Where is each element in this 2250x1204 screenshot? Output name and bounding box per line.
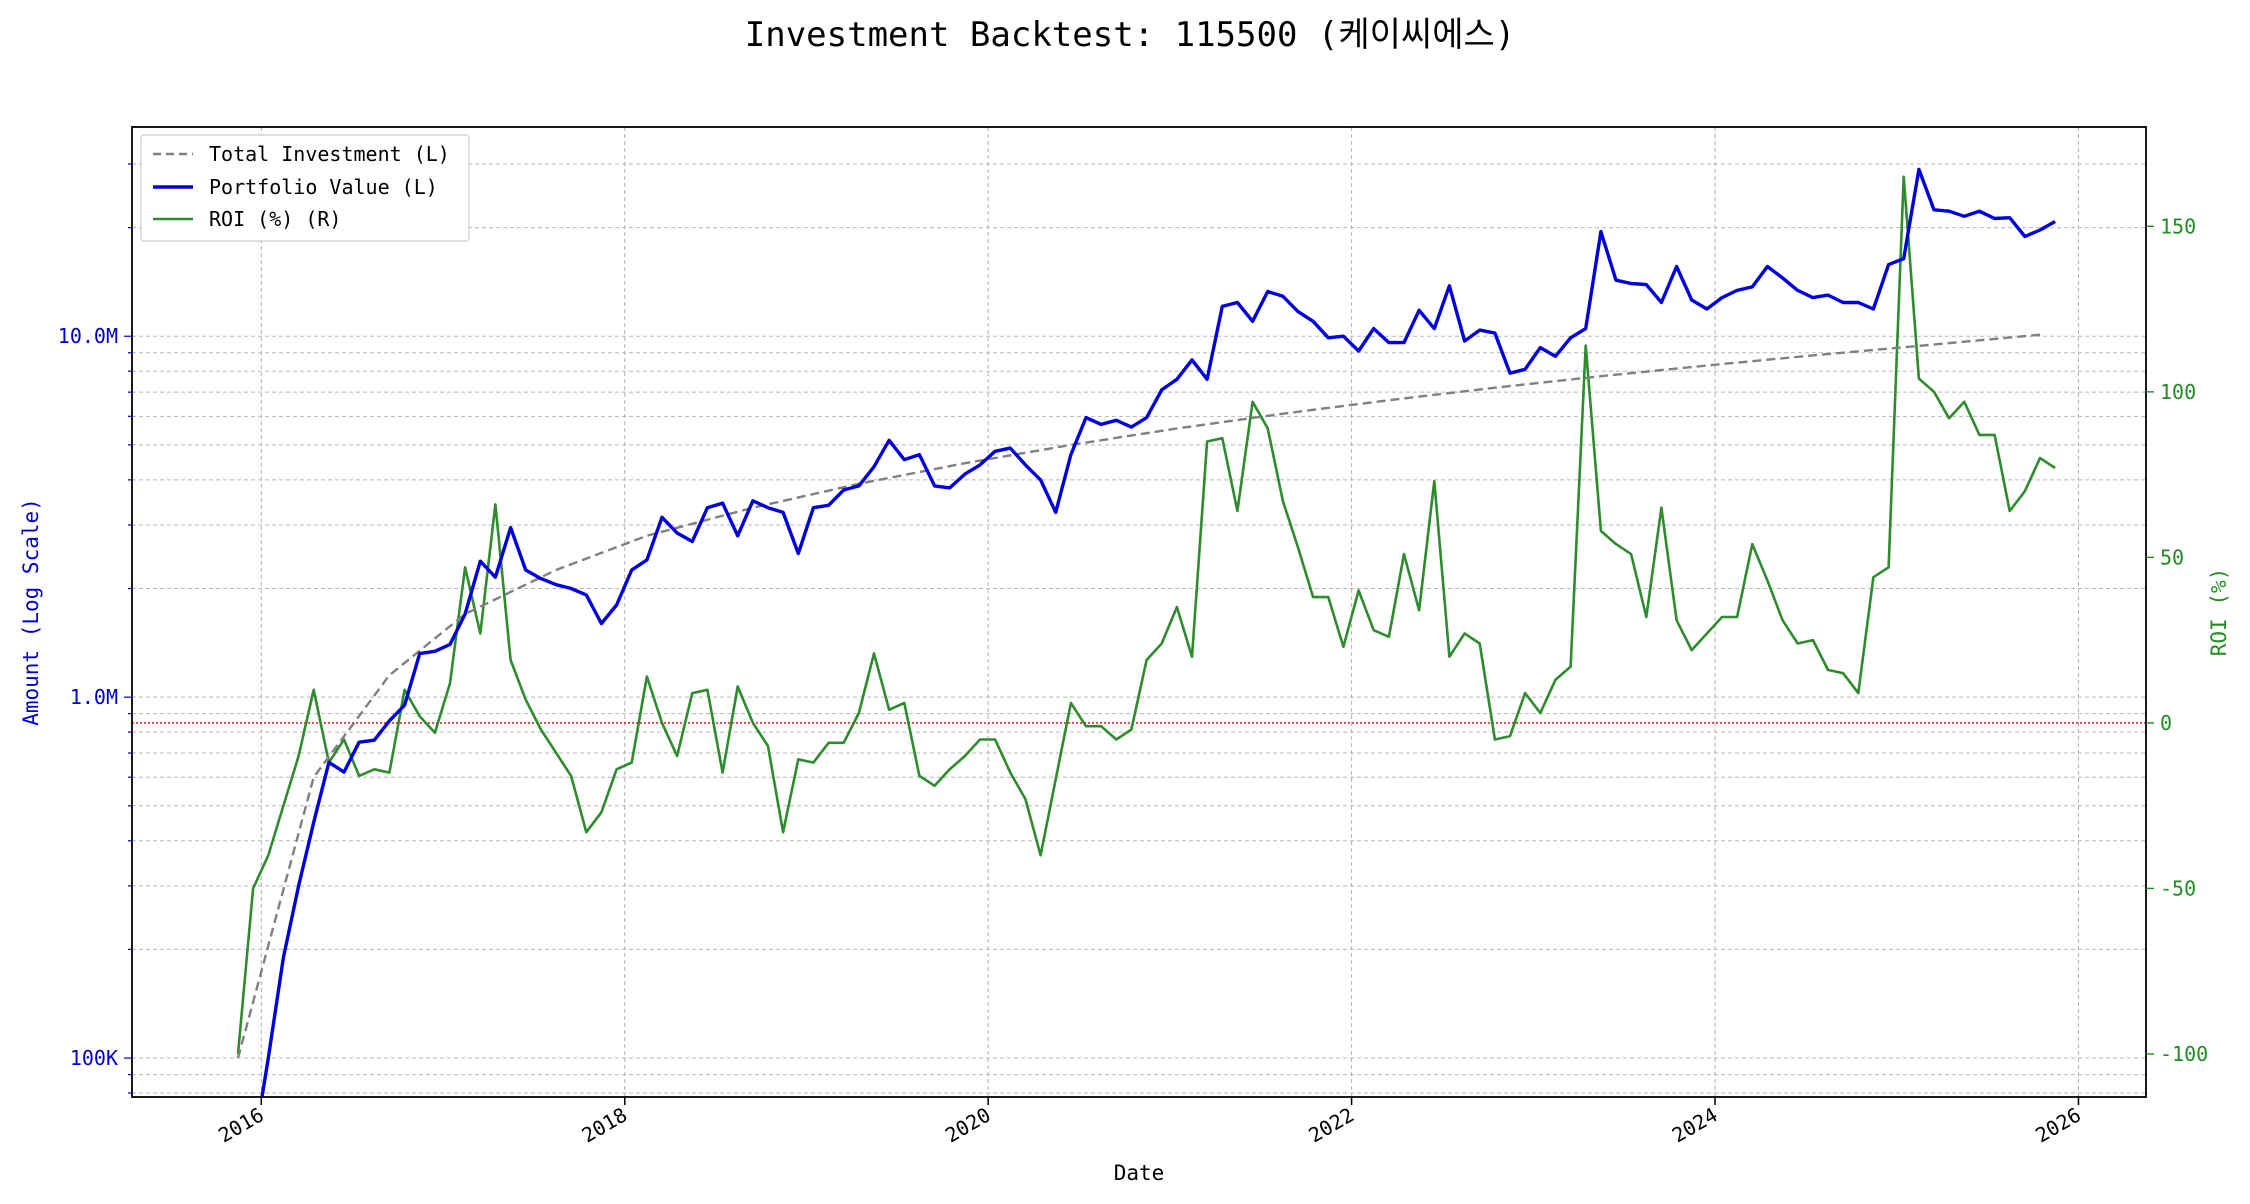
left-tick-label: 1.0M (70, 685, 118, 709)
x-tick-label: 2020 (941, 1103, 995, 1148)
left-tick-label: 100K (70, 1046, 118, 1070)
x-tick-label: 2016 (214, 1103, 268, 1148)
x-tick-label: 2022 (1304, 1103, 1358, 1148)
plot-frame (131, 126, 2147, 1098)
left-axis-label: Amount (Log Scale) (19, 498, 43, 726)
grid-layer (132, 127, 2146, 1097)
legend-entry-portfolio-value: Portfolio Value (L) (209, 175, 438, 199)
right-tick-label: 0 (2160, 711, 2172, 735)
left-tick-label: 10.0M (58, 324, 118, 348)
portfolio-value-line (260, 167, 2056, 1097)
right-axis-label: ROI (%) (2207, 568, 2231, 657)
x-tick-label: 2018 (578, 1103, 632, 1148)
x-tick-label: 2024 (1668, 1103, 1722, 1148)
x-axis-label: Date (1114, 1161, 1165, 1185)
right-tick-label: 100 (2160, 380, 2196, 404)
right-tick-label: -100 (2160, 1042, 2208, 1066)
series-layer (132, 167, 2146, 1097)
x-tick-label: 2026 (2031, 1103, 2085, 1148)
legend: Total Investment (L) Portfolio Value (L)… (140, 134, 470, 242)
right-tick-label: -50 (2160, 876, 2196, 900)
chart-title: Investment Backtest: 115500 (케이씨에스) (745, 15, 1516, 55)
axis-layer: 2016 2018 2020 2022 2024 2026 100K 1.0M 10.0M -10… (58, 163, 2208, 1148)
legend-entry-total-investment: Total Investment (L) (209, 142, 450, 166)
roi-line (236, 175, 2056, 1055)
right-tick-label: 150 (2160, 214, 2196, 238)
legend-entry-roi: ROI (%) (R) (209, 207, 341, 231)
right-tick-label: 50 (2160, 545, 2184, 569)
legend-box (140, 134, 470, 242)
